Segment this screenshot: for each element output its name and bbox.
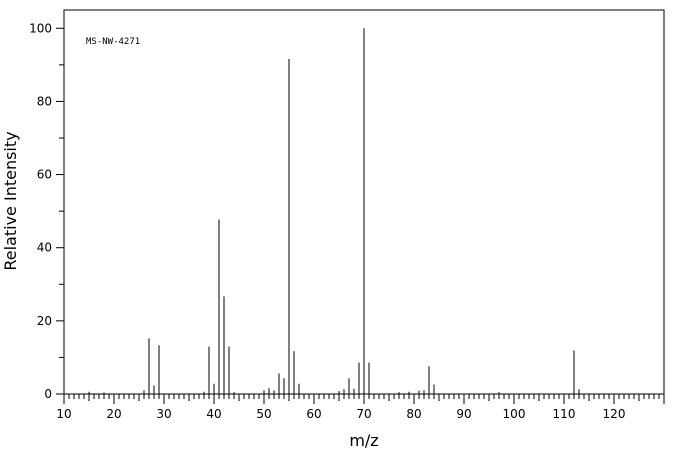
y-axis-title: Relative Intensity <box>1 131 20 270</box>
x-tick-label: 110 <box>553 407 576 421</box>
spectrum-id-label: MS-NW-4271 <box>86 37 140 47</box>
y-tick-label: 0 <box>44 387 52 401</box>
x-tick-label: 40 <box>206 407 221 421</box>
x-axis-title: m/z <box>349 431 378 450</box>
x-tick-label: 10 <box>56 407 71 421</box>
peaks-group <box>88 28 580 394</box>
x-tick-label: 70 <box>356 407 371 421</box>
x-tick-label: 120 <box>603 407 626 421</box>
x-tick-label: 60 <box>306 407 321 421</box>
x-tick-label: 80 <box>406 407 421 421</box>
x-tick-label: 100 <box>503 407 526 421</box>
y-tick-label: 100 <box>29 21 52 35</box>
y-tick-label: 20 <box>37 314 52 328</box>
x-tick-label: 50 <box>256 407 271 421</box>
x-tick-label: 90 <box>456 407 471 421</box>
y-ticks-group: 0 20 40 60 80 100 <box>29 21 64 401</box>
y-tick-label: 40 <box>37 241 52 255</box>
x-tick-label: 30 <box>156 407 171 421</box>
x-tick-label: 20 <box>106 407 121 421</box>
y-tick-label: 60 <box>37 168 52 182</box>
y-tick-label: 80 <box>37 94 52 108</box>
x-ticks-group: 10 20 30 40 50 60 70 80 90 100 110 120 <box>56 394 665 421</box>
